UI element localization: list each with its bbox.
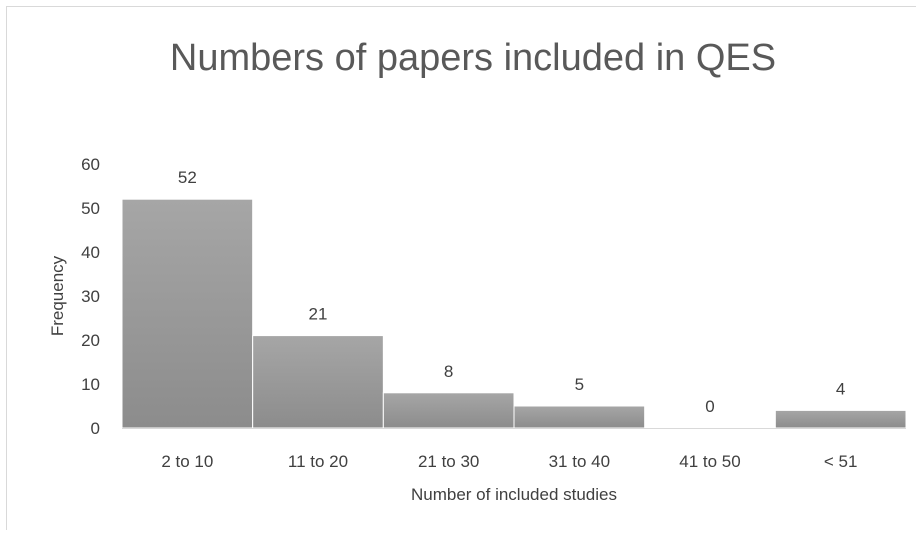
y-tick-label: 60	[81, 155, 100, 174]
y-tick-label: 40	[81, 243, 100, 262]
x-axis-ticks: 2 to 10 11 to 20 21 to 30 31 to 40 41 to 50 <…	[161, 452, 857, 471]
x-tick-label: 11 to 20	[288, 452, 348, 471]
x-tick-label: < 51	[824, 452, 858, 471]
chart-title: Numbers of papers included in QES	[170, 37, 776, 79]
bar	[382, 392, 515, 429]
bars-group	[121, 198, 907, 429]
y-tick-label: 30	[81, 287, 100, 306]
y-axis-title: Frequency	[48, 255, 67, 336]
y-axis-ticks: 0 10 20 30 40 50 60	[81, 155, 100, 438]
bar-value-label: 0	[705, 397, 714, 416]
x-axis-title: Number of included studies	[411, 485, 617, 504]
x-tick-label: 2 to 10	[161, 452, 213, 471]
y-tick-label: 0	[91, 419, 100, 438]
bar	[121, 198, 254, 429]
bar	[252, 335, 384, 429]
data-labels-group: 52 21 8 5 0 4	[178, 168, 846, 416]
y-tick-label: 50	[81, 199, 100, 218]
bar-value-label: 5	[575, 375, 584, 394]
bar	[513, 405, 646, 429]
bar-value-label: 4	[836, 379, 845, 398]
chart-frame	[6, 6, 916, 530]
bar	[774, 409, 907, 429]
y-tick-label: 20	[81, 331, 100, 350]
bar-value-label: 21	[309, 305, 328, 324]
x-tick-label: 31 to 40	[549, 452, 610, 471]
x-tick-label: 21 to 30	[418, 452, 479, 471]
x-tick-label: 41 to 50	[679, 452, 740, 471]
bar-value-label: 8	[444, 362, 453, 381]
y-tick-label: 10	[81, 375, 100, 394]
bar-value-label: 52	[178, 168, 197, 187]
